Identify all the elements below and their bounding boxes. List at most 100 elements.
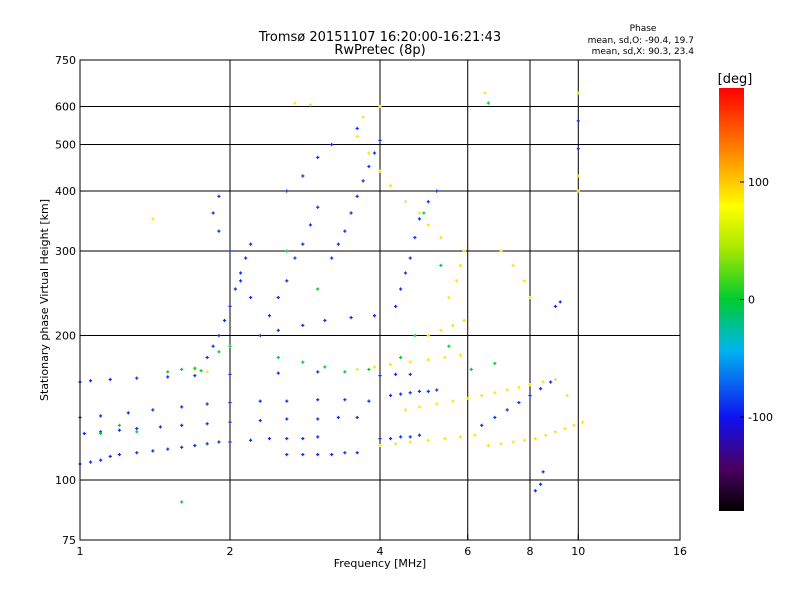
data-point	[505, 408, 509, 412]
data-point	[435, 189, 439, 193]
data-point	[458, 263, 463, 267]
data-point	[308, 223, 313, 227]
data-point	[499, 249, 503, 253]
data-point	[473, 433, 477, 437]
data-point	[544, 433, 548, 437]
data-points	[78, 91, 585, 504]
data-point	[576, 119, 580, 123]
data-point	[343, 229, 347, 233]
data-point	[408, 372, 412, 376]
data-point	[511, 263, 515, 267]
data-point	[316, 287, 320, 291]
data-point	[378, 374, 382, 378]
y-tick-label: 500	[55, 139, 76, 152]
data-point	[180, 500, 184, 504]
data-point	[403, 271, 408, 275]
data-point	[517, 400, 521, 405]
data-point	[301, 360, 305, 364]
data-point	[244, 256, 248, 260]
data-point	[285, 399, 289, 403]
data-point	[451, 323, 455, 327]
data-point	[462, 249, 466, 253]
data-point	[343, 398, 347, 402]
data-point	[361, 115, 365, 119]
data-point	[249, 438, 253, 442]
data-point	[541, 380, 545, 384]
x-axis-ticks: 1 2 4 6 8 10 16	[77, 534, 687, 558]
colorbar-ticks: 100 0 -100	[740, 176, 773, 424]
data-point	[193, 443, 197, 448]
data-point	[228, 249, 232, 253]
data-point	[443, 436, 447, 441]
data-point	[108, 377, 112, 382]
x-tick-label: 1	[77, 545, 84, 558]
x-tick-label: 6	[464, 545, 471, 558]
data-point	[403, 408, 408, 412]
data-point	[117, 423, 122, 427]
data-point	[330, 256, 334, 260]
colorbar-tick-label: -100	[748, 411, 773, 424]
chart-title: Tromsø 20151107 16:20:00-16:21:43	[258, 30, 501, 45]
data-point	[343, 370, 347, 374]
data-point	[394, 372, 398, 376]
data-point	[316, 452, 320, 457]
data-point	[217, 350, 221, 354]
data-point	[316, 417, 320, 421]
data-point	[466, 396, 470, 400]
data-point	[323, 365, 327, 369]
stats-o-mode: mean, sd,O: -90.4, 19.7	[588, 36, 694, 46]
x-tick-label: 10	[571, 545, 585, 558]
data-point	[228, 420, 232, 424]
data-point	[486, 443, 490, 448]
data-point	[166, 375, 170, 379]
data-point	[408, 435, 412, 439]
data-point	[228, 344, 232, 348]
data-point	[408, 256, 412, 260]
data-point	[493, 391, 497, 395]
data-point	[151, 408, 155, 412]
data-point	[355, 126, 359, 131]
data-point	[308, 103, 313, 107]
data-point	[205, 355, 209, 360]
data-point	[135, 376, 139, 380]
data-point	[505, 388, 509, 392]
data-point	[417, 211, 422, 215]
x-tick-label: 2	[227, 545, 234, 558]
data-point	[228, 440, 232, 444]
data-point	[563, 426, 567, 431]
data-point	[88, 379, 93, 383]
y-tick-label: 400	[55, 185, 76, 198]
data-point	[293, 101, 297, 105]
data-point	[330, 452, 334, 457]
y-tick-label: 100	[55, 474, 76, 487]
data-point	[378, 436, 382, 441]
data-point	[388, 184, 393, 188]
data-point	[330, 142, 334, 147]
data-point	[316, 398, 320, 402]
data-point	[301, 452, 305, 457]
data-point	[117, 452, 122, 457]
data-point	[285, 249, 289, 253]
data-point	[439, 263, 443, 267]
data-point	[388, 436, 393, 441]
data-point	[517, 385, 521, 389]
data-point	[166, 370, 170, 374]
data-point	[193, 374, 197, 378]
data-point	[276, 328, 280, 332]
colorbar	[719, 88, 744, 511]
data-point	[238, 279, 243, 283]
data-point	[417, 433, 422, 437]
data-point	[417, 389, 422, 393]
data-point	[180, 423, 184, 427]
data-point	[151, 217, 155, 221]
data-point	[301, 174, 305, 178]
data-point	[233, 287, 237, 291]
data-point	[426, 358, 430, 362]
data-point	[493, 361, 497, 365]
data-point	[158, 425, 163, 429]
data-point	[180, 405, 184, 409]
data-point	[285, 436, 289, 441]
data-point	[276, 295, 280, 300]
data-point	[378, 443, 382, 448]
data-point	[205, 370, 209, 374]
